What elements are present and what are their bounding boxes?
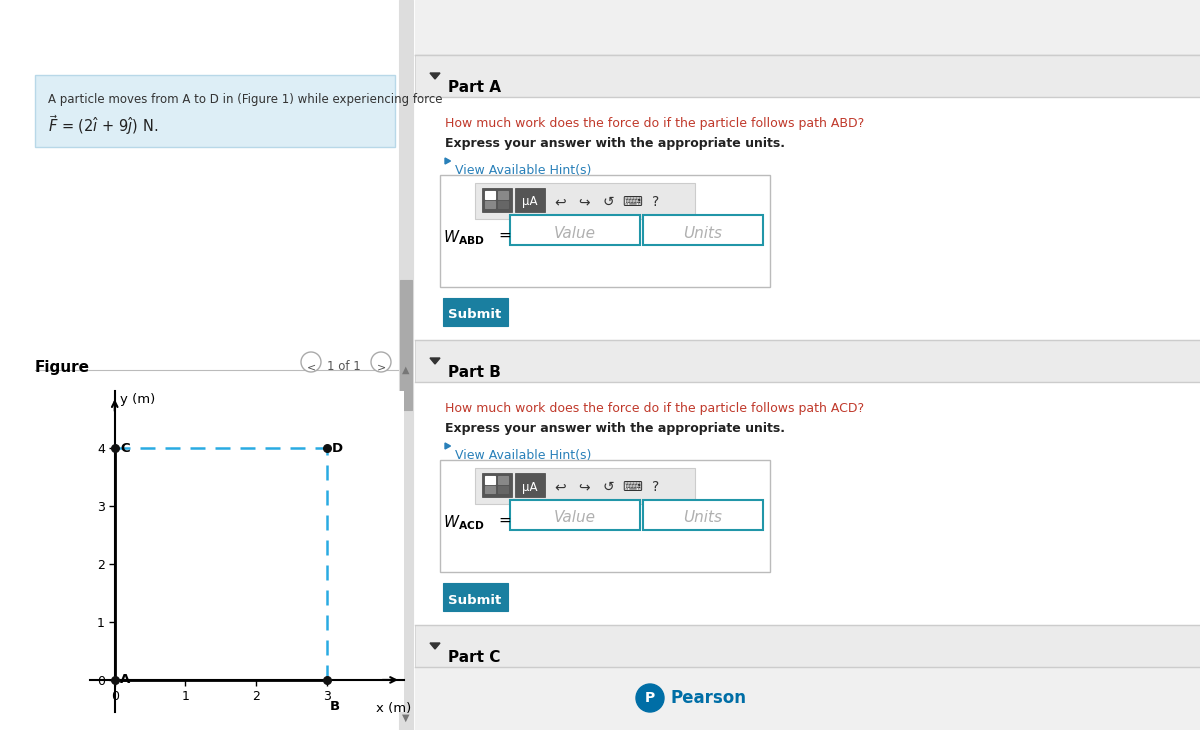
Text: Units: Units <box>684 226 722 240</box>
Text: μA: μA <box>522 480 538 493</box>
Text: 1 of 1: 1 of 1 <box>326 361 361 374</box>
Polygon shape <box>445 158 450 164</box>
Bar <box>510 500 640 530</box>
Text: ▲: ▲ <box>402 365 409 375</box>
Bar <box>482 473 512 497</box>
Bar <box>498 476 508 484</box>
Text: Pearson: Pearson <box>670 689 746 707</box>
Bar <box>643 500 763 530</box>
Text: $\vec{F}$ = (2$\hat{\imath}$ + 9$\hat{\jmath}$) N.: $\vec{F}$ = (2$\hat{\imath}$ + 9$\hat{\j… <box>48 113 158 137</box>
Text: Figure: Figure <box>35 360 90 375</box>
Polygon shape <box>430 643 440 649</box>
Bar <box>415 0 1200 730</box>
Text: ⌨: ⌨ <box>622 480 642 494</box>
Text: >: > <box>377 362 385 372</box>
Text: $W_{\mathregular{ABD}}$: $W_{\mathregular{ABD}}$ <box>443 228 485 247</box>
Bar <box>0 0 415 730</box>
Text: C: C <box>120 442 130 455</box>
Text: Part A: Part A <box>448 80 502 95</box>
Circle shape <box>371 352 391 372</box>
Text: Value: Value <box>554 226 596 240</box>
Text: ↩: ↩ <box>554 480 566 494</box>
Text: A particle moves from A to D in (Figure 1) while experiencing force: A particle moves from A to D in (Figure … <box>48 93 443 106</box>
Text: $W_{\mathregular{ACD}}$: $W_{\mathregular{ACD}}$ <box>443 513 485 531</box>
Text: Part B: Part B <box>448 365 500 380</box>
Bar <box>415 625 1200 667</box>
Text: ▼: ▼ <box>402 713 409 723</box>
Text: A: A <box>120 673 131 686</box>
Text: P: P <box>644 691 655 705</box>
Text: Units: Units <box>684 510 722 526</box>
Bar <box>398 0 413 730</box>
Point <box>317 674 336 685</box>
Text: =: = <box>498 513 511 528</box>
Bar <box>498 486 508 493</box>
Bar <box>415 97 1200 340</box>
Text: ⌨: ⌨ <box>622 195 642 209</box>
Circle shape <box>636 684 664 712</box>
Text: ↩: ↩ <box>554 195 566 209</box>
Bar <box>498 191 508 199</box>
Bar <box>400 280 412 410</box>
Bar <box>415 667 1200 730</box>
Bar <box>515 473 545 497</box>
Text: μA: μA <box>522 196 538 209</box>
Text: Value: Value <box>554 510 596 526</box>
Text: View Available Hint(s): View Available Hint(s) <box>455 449 592 462</box>
Text: How much work does the force do if the particle follows path ACD?: How much work does the force do if the p… <box>445 402 864 415</box>
Point <box>106 442 125 454</box>
Bar <box>475 183 695 219</box>
Bar <box>485 486 496 493</box>
Bar <box>498 201 508 208</box>
Text: D: D <box>331 442 343 455</box>
Text: <: < <box>306 362 316 372</box>
Bar <box>415 340 1200 382</box>
Text: ?: ? <box>653 480 660 494</box>
Bar <box>485 191 496 199</box>
Polygon shape <box>445 443 450 449</box>
Bar <box>485 201 496 208</box>
Text: x (m): x (m) <box>376 702 412 715</box>
Circle shape <box>301 352 322 372</box>
Text: ↪: ↪ <box>578 480 590 494</box>
Polygon shape <box>430 73 440 79</box>
Text: Express your answer with the appropriate units.: Express your answer with the appropriate… <box>445 422 785 435</box>
Bar <box>475 468 695 504</box>
Bar <box>510 215 640 245</box>
Polygon shape <box>430 358 440 364</box>
Bar <box>643 215 763 245</box>
Bar <box>485 476 496 484</box>
Text: Part C: Part C <box>448 650 500 665</box>
Text: How much work does the force do if the particle follows path ABD?: How much work does the force do if the p… <box>445 117 864 130</box>
Text: Submit: Submit <box>449 309 502 321</box>
Text: ?: ? <box>653 195 660 209</box>
Bar <box>35 75 395 147</box>
Bar <box>443 298 508 326</box>
Text: ↺: ↺ <box>602 480 614 494</box>
Text: B: B <box>330 700 341 713</box>
Text: y (m): y (m) <box>120 393 156 406</box>
Text: Submit: Submit <box>449 593 502 607</box>
Text: =: = <box>498 228 511 243</box>
Point <box>317 442 336 454</box>
Text: ↪: ↪ <box>578 195 590 209</box>
Bar <box>443 583 508 611</box>
Text: Express your answer with the appropriate units.: Express your answer with the appropriate… <box>445 137 785 150</box>
Bar <box>415 55 1200 97</box>
Bar <box>515 188 545 212</box>
Text: View Available Hint(s): View Available Hint(s) <box>455 164 592 177</box>
Bar <box>440 175 770 287</box>
Point <box>106 674 125 685</box>
Text: ↺: ↺ <box>602 195 614 209</box>
Bar <box>440 460 770 572</box>
Bar <box>415 382 1200 625</box>
Bar <box>482 188 512 212</box>
